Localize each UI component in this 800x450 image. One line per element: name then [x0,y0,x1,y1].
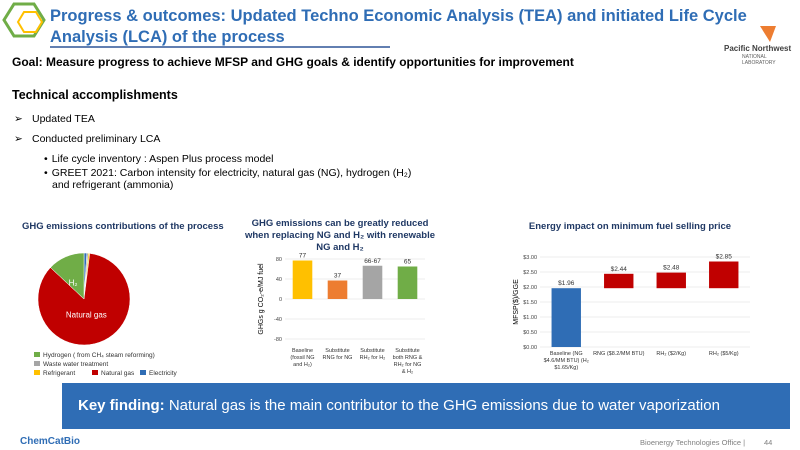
brand: ChemCatBio [20,436,81,447]
value-label: 77 [299,253,307,260]
key-finding-label: Key finding: [78,397,165,414]
x-tick-label: Substitute RH₂ for H₂ [360,348,386,361]
y-axis-label: GHGs g CO₂-e/MJ fuel [258,263,265,335]
bar [604,273,634,289]
bullet: ➢ Updated TEA [14,113,95,125]
page-number: 44 [764,438,773,447]
slice-label: Natural gas [66,310,107,319]
x-tick-label: RH₂ ($2/Kg) [656,351,686,357]
bar [362,265,383,299]
logo-sub: NATIONAL LABORATORY [742,54,776,66]
chart-title: GHG emissions can be greatly reduced when… [244,218,435,253]
bar [397,266,418,299]
bullet-marker: ➢ [14,113,23,125]
goal: Goal: Measure progress to achieve MFSP a… [12,55,574,69]
office: Bioenergy Technologies Office | [640,438,746,447]
legend-label: Electricity [149,370,178,377]
bar [292,260,313,299]
y-tick-label: $0.00 [523,345,537,351]
x-tick-label: Baseline (fossil NG and H₂) [290,348,314,368]
bullet: ➢ Conducted preliminary LCA [14,133,161,145]
y-tick-label: $2.50 [523,270,537,276]
accomplishments-heading: Technical accomplishments [12,88,178,102]
chart-title: GHG emissions contributions of the proce… [22,221,224,232]
bar [551,288,581,347]
value-label: 65 [404,259,412,266]
y-tick-label: 40 [276,277,282,283]
bar [709,261,739,289]
value-label: $2.85 [716,254,733,261]
value-label: 66-67 [364,258,381,265]
y-tick-label: 0 [279,297,282,303]
pnnl-mark [760,26,776,42]
key-finding-text: Natural gas is the main contributor to t… [168,397,720,414]
legend-label: Natural gas [101,370,135,377]
x-tick-label: Substitute RNG for NG [323,348,353,361]
pie-slice [50,252,85,300]
legend-label: Hydrogen ( from CH₄ steam reforming) [43,352,155,359]
y-tick-label: $1.00 [523,315,537,321]
x-tick-label: RH₂ ($5/Kg) [709,351,739,357]
sub-bullet: • Life cycle inventory : Aspen Plus proce… [44,153,274,165]
value-label: $1.96 [558,280,575,287]
y-tick-label: $2.00 [523,285,537,291]
legend-swatch [34,370,40,375]
legend-label: Refrigerant [43,370,75,377]
bar [656,272,686,289]
y-tick-label: $1.50 [523,300,537,306]
chart-title: Energy impact on minimum fuel selling pr… [529,221,731,232]
hex-logo [16,11,44,33]
sub-bullet: • GREET 2021: Carbon intensity for electr… [44,167,412,191]
y-tick-label: $3.00 [523,255,537,261]
y-axis-label: MFSP($)/GGE [513,279,520,325]
value-label: $2.44 [611,266,628,273]
x-tick-label: RNG ($8.2/MM BTU) [593,351,645,357]
y-tick-label: -80 [274,337,282,343]
key-finding-box: Key finding: Natural gas is the main con… [62,383,790,429]
bar [327,280,348,299]
y-tick-label: 80 [276,257,282,263]
value-label: $2.48 [663,265,680,272]
legend-swatch [92,370,98,375]
bullet-marker: ➢ [14,133,23,145]
hex-logo [2,2,46,38]
y-tick-label: -40 [274,317,282,323]
y-tick-label: $0.50 [523,330,537,336]
x-tick-label: Baseline (NG $4.6/MM BTU) (H₂ $1.65/Kg) [544,351,589,371]
value-label: 37 [334,273,342,280]
legend-swatch [140,370,146,375]
x-tick-label: Substitute both RNG & RH₂ for NG & H₂ [393,348,423,375]
slice-label: H₂ [69,279,78,288]
legend-swatch [34,361,40,366]
logo-name: Pacific Northwest [724,44,792,53]
legend-label: Waste water treatment [43,361,108,368]
bullet-marker: • [44,167,48,179]
legend-swatch [34,352,40,357]
title: Progress & outcomes: Updated Techno Econ… [50,7,747,46]
bullets: ➢ Updated TEA ➢ Conducted preliminary LCA • L… [14,110,414,193]
bullet-marker: • [44,153,48,165]
